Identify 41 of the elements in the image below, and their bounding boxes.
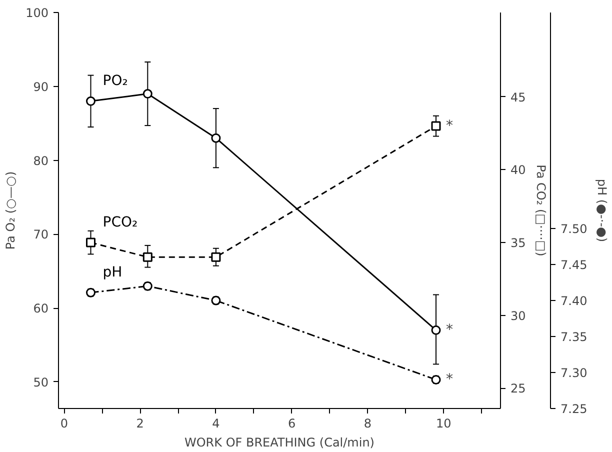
point: [211, 133, 221, 143]
point: [142, 89, 152, 99]
y-tick-label: 80: [33, 154, 49, 168]
annotation: *: [446, 118, 453, 134]
y3-axis-title: pH (●-·-●): [595, 178, 610, 242]
y3-tick-label: 7.30: [560, 366, 588, 380]
y-tick-label: 90: [33, 80, 49, 94]
point: [86, 96, 96, 106]
y-tick-label: 70: [33, 228, 49, 242]
y2-tick-label: 25: [510, 382, 526, 396]
y3-tick-label: 7.45: [560, 258, 588, 272]
y2-tick-label: 40: [510, 163, 526, 178]
y2-tick-label: 35: [510, 236, 526, 250]
point: [142, 252, 152, 262]
point: [431, 121, 441, 131]
annotation: *: [446, 372, 453, 388]
y2-tick-label: 30: [510, 308, 526, 323]
series-label: PO₂: [102, 73, 128, 90]
x-tick-label: 6: [288, 416, 296, 430]
y3-tick-label: 7.35: [560, 330, 588, 344]
x-axis-title: WORK OF BREATHING (Cal/min): [184, 436, 375, 450]
x-tick-label: 2: [136, 416, 144, 430]
y3-tick-label: 7.25: [560, 402, 588, 416]
x-tick-label: 10: [436, 416, 452, 430]
y3-tick-label: 7.50: [560, 222, 588, 236]
x-tick-label: 0: [60, 416, 68, 430]
x-tick-label: 4: [212, 416, 220, 430]
annotation: *: [446, 322, 453, 338]
y2-tick-label: 45: [510, 90, 526, 104]
y3-tick-label: 7.40: [560, 294, 588, 308]
point: [431, 325, 441, 335]
x-tick-label: 8: [364, 416, 372, 430]
y-tick-label: 100: [26, 6, 48, 20]
point: [86, 238, 96, 248]
y2-axis-title: Pa CO₂ (□····□): [534, 164, 548, 256]
y-tick-label: 50: [33, 375, 49, 390]
series-label: PCO₂: [102, 214, 138, 231]
point: [211, 252, 221, 262]
y-axis-title: Pa O₂ (○—○): [4, 171, 18, 250]
series-label: pH: [102, 264, 122, 281]
y-tick-label: 60: [33, 302, 49, 316]
